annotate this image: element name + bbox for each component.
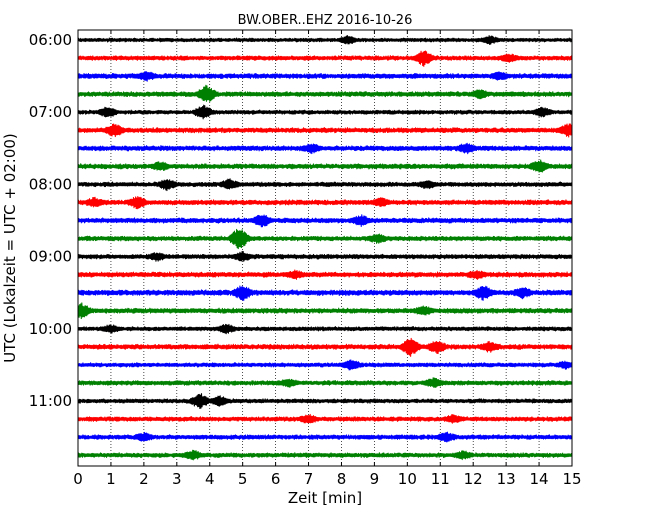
trace-0700	[77, 104, 573, 120]
x-axis-label: Zeit [min]	[288, 489, 362, 507]
x-tick-label: 7	[304, 470, 314, 488]
trace-0600	[77, 35, 573, 46]
seismic-traces	[77, 35, 573, 461]
trace-1015	[77, 337, 573, 357]
x-tick-label: 2	[139, 470, 149, 488]
x-tick-label: 1	[106, 470, 116, 488]
x-tick-label: 14	[530, 470, 549, 488]
trace-1100	[77, 393, 573, 409]
x-tick-label: 5	[238, 470, 248, 488]
x-tick-label: 13	[497, 470, 516, 488]
chart-title: BW.OBER..EHZ 2016-10-26	[238, 13, 413, 28]
trace-0815	[77, 196, 573, 210]
y-tick-label: 09:00	[29, 248, 72, 266]
trace-0630	[77, 71, 573, 82]
trace-1145	[77, 449, 573, 461]
y-tick-label: 11:00	[29, 392, 72, 410]
trace-0645	[77, 84, 573, 102]
grid-lines	[110, 30, 540, 466]
x-tick-label: 10	[398, 470, 417, 488]
trace-1130	[77, 431, 573, 443]
y-tick-label: 10:00	[29, 320, 72, 338]
trace-0715	[77, 123, 573, 138]
trace-1115	[77, 413, 573, 424]
trace-0800	[77, 178, 573, 192]
trace-1030	[77, 359, 573, 371]
x-tick-label: 6	[271, 470, 281, 488]
trace-0830	[77, 214, 573, 228]
trace-1045	[77, 377, 573, 388]
plot-frame	[77, 29, 573, 467]
y-tick-label: 08:00	[29, 175, 72, 193]
x-axis-ticks: 0 1 2 3 4 5 6 7 8 9 10 11 12 13 14 15	[73, 30, 582, 488]
x-tick-label: 11	[431, 470, 450, 488]
trace-0915	[77, 269, 573, 280]
x-tick-label: 0	[73, 470, 83, 488]
trace-0845	[77, 228, 573, 250]
y-axis-ticks: 06:00 07:00 08:00 09:00 10:00 11:00	[29, 31, 572, 410]
x-tick-label: 8	[337, 470, 347, 488]
trace-0745	[77, 159, 573, 173]
trace-0900	[77, 250, 573, 262]
x-tick-label: 3	[172, 470, 182, 488]
trace-0730	[77, 142, 573, 155]
y-tick-label: 06:00	[29, 31, 72, 49]
trace-1000	[77, 323, 573, 335]
trace-0930	[77, 285, 573, 301]
x-tick-label: 12	[464, 470, 483, 488]
y-tick-label: 07:00	[29, 103, 72, 121]
y-axis-label: UTC (Lokalzeit = UTC + 02:00)	[1, 133, 19, 363]
trace-0615	[77, 50, 573, 67]
x-tick-label: 15	[562, 470, 581, 488]
x-tick-label: 9	[370, 470, 380, 488]
trace-0945	[77, 302, 573, 320]
x-tick-label: 4	[205, 470, 215, 488]
